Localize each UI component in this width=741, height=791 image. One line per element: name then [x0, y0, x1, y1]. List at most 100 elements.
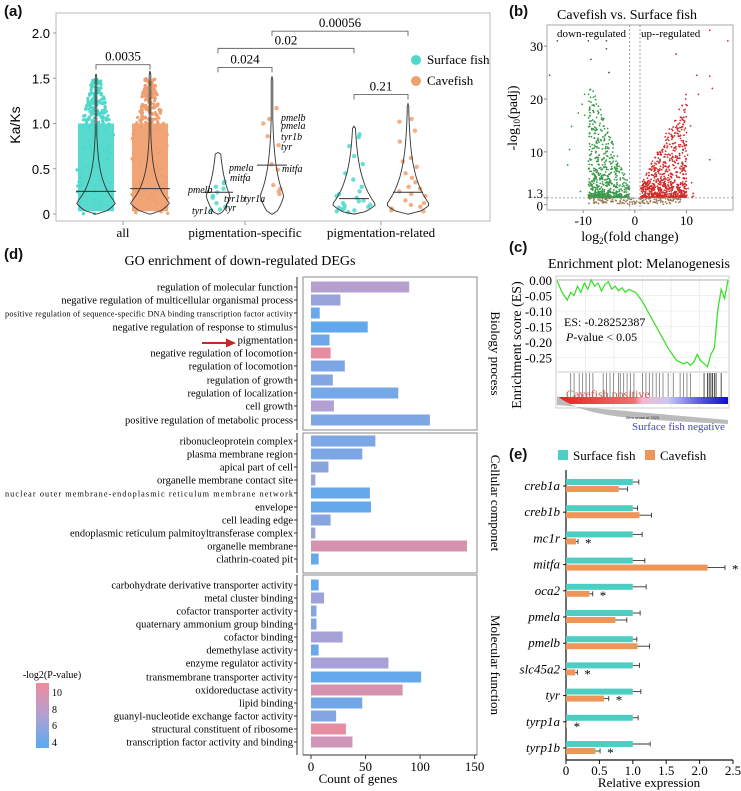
d-xtick-label: 150 — [465, 759, 485, 774]
a-data-point — [98, 199, 102, 203]
a-data-point — [130, 137, 134, 141]
b-point-down — [617, 170, 620, 173]
b-point-outlier — [605, 39, 608, 42]
e-significance-marker: * — [732, 562, 739, 577]
c-ytick-label: 0.00 — [529, 273, 552, 288]
a-data-point — [366, 204, 371, 209]
b-point-down — [623, 184, 625, 187]
b-point-up — [659, 165, 662, 168]
b-point-down — [603, 161, 606, 164]
b-point-up — [643, 182, 646, 185]
e-bar — [566, 748, 596, 754]
b-point-up — [679, 168, 682, 170]
a-data-point — [89, 113, 93, 117]
b-point-up — [648, 193, 651, 196]
b-point-up — [674, 145, 677, 148]
a-data-point — [106, 156, 110, 161]
b-point-down — [627, 188, 630, 191]
d-bar — [311, 374, 333, 386]
b-point-up — [682, 139, 685, 142]
e-legend-label: Cavefish — [660, 448, 707, 463]
b-point-up — [660, 168, 663, 171]
e-xtick-label: 1.5 — [658, 763, 674, 778]
d-bar — [311, 360, 345, 372]
a-data-point — [82, 114, 86, 118]
a-data-point — [213, 184, 219, 190]
b-point-down — [603, 139, 605, 142]
a-data-point — [104, 116, 108, 120]
b-point-ns — [679, 200, 681, 203]
panel-c-ylabel: Enrichment score (ES) — [510, 281, 525, 409]
b-point-up — [641, 192, 644, 194]
d-group-label: Biology process — [488, 311, 503, 395]
a-data-point — [134, 211, 138, 215]
d-bar — [311, 527, 316, 539]
b-point-up — [681, 169, 684, 172]
b-point-down — [627, 185, 630, 188]
annotation-up-regulated: up--regulated — [641, 28, 701, 40]
a-data-point — [103, 108, 107, 112]
b-point-up — [678, 154, 681, 157]
b-point-up — [655, 163, 658, 166]
d-bar — [311, 723, 346, 735]
b-point-ns — [619, 202, 622, 204]
a-data-point — [157, 128, 161, 132]
b-point-down — [625, 184, 628, 187]
b-point-up — [683, 155, 686, 158]
b-point-up — [661, 184, 664, 187]
b-point-down — [588, 148, 591, 151]
b-point-down — [603, 190, 605, 193]
b-point-down — [604, 145, 607, 148]
panel-b-ylabel: -log10(padj) — [506, 85, 522, 150]
b-point-up — [650, 185, 653, 188]
b-point-up — [662, 173, 665, 176]
a-data-point — [166, 211, 170, 215]
panel-b-title: Cavefish vs. Surface fish — [557, 8, 697, 23]
b-point-ns — [626, 199, 629, 202]
b-point-up — [680, 165, 683, 168]
a-data-point — [158, 109, 162, 113]
a-gene-label: mitfa — [282, 164, 303, 175]
d-xtick-label: 50 — [359, 759, 372, 774]
b-point-down — [592, 186, 595, 189]
b-point-down — [596, 192, 599, 195]
a-data-point — [157, 167, 161, 172]
b-point-up — [656, 185, 659, 188]
a-violin-outline — [76, 73, 116, 215]
d-bar — [311, 605, 317, 617]
b-point-up — [649, 185, 652, 188]
b-point-down — [617, 193, 620, 196]
a-data-point — [351, 153, 357, 159]
b-point-down — [592, 182, 595, 185]
d-term-label: regulation of localization — [187, 389, 293, 400]
b-point-ns — [605, 201, 608, 204]
b-point-up — [681, 181, 684, 183]
b-point-down — [604, 166, 607, 168]
a-data-point — [265, 133, 270, 139]
b-point-up — [675, 170, 678, 173]
b-point-up — [681, 183, 684, 185]
a-data-point — [91, 120, 95, 124]
b-point-up — [667, 184, 670, 187]
b-point-up — [676, 132, 678, 135]
b-point-up — [659, 167, 661, 170]
b-point-down — [601, 181, 604, 183]
b-point-outlier — [695, 74, 698, 77]
a-data-point — [146, 196, 150, 200]
d-term-label: demethylase activity — [206, 646, 293, 657]
b-point-down — [627, 193, 629, 196]
b-point-ns — [653, 198, 656, 201]
a-data-point — [334, 209, 340, 214]
b-point-down — [587, 183, 590, 186]
e-xtick-label: 0 — [563, 763, 570, 778]
e-gene-label: pmelb — [527, 635, 560, 650]
a-data-point — [140, 114, 144, 118]
d-bar — [311, 448, 363, 460]
a-data-point — [106, 114, 110, 118]
b-point-up — [673, 167, 676, 170]
b-ytick-label: 20 — [530, 92, 543, 107]
a-ytick-label: 2.0 — [32, 26, 50, 41]
b-point-down — [619, 195, 621, 198]
a-data-point — [409, 175, 415, 180]
panel-e-qpcr-bar-chart: Surface fish Cavefish creb1a creb1b mc1r * mi… — [520, 448, 741, 790]
